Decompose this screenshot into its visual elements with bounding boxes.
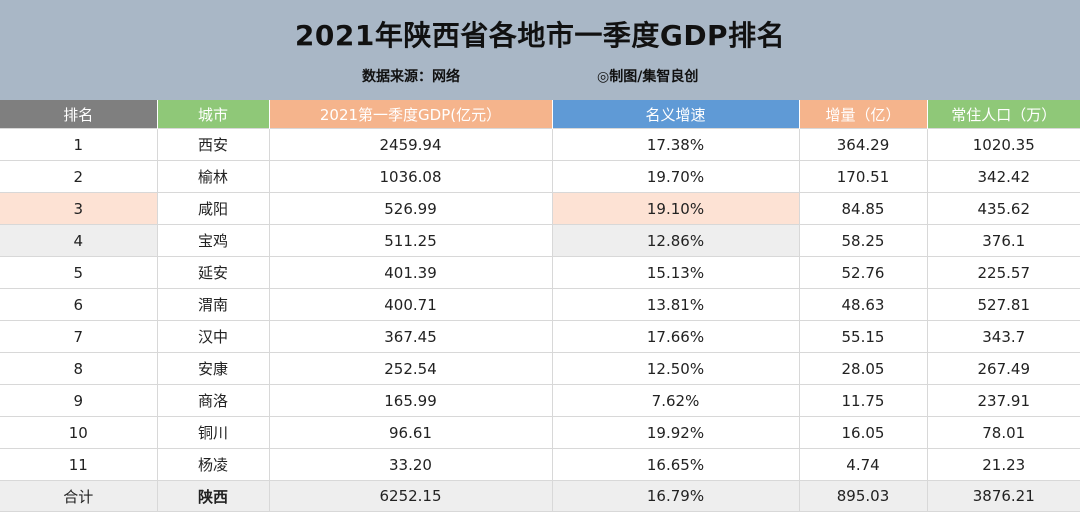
cell-increase: 52.76 <box>799 256 928 289</box>
cell-growth: 12.50% <box>552 352 800 385</box>
table-row: 3 咸阳 526.99 19.10% 84.85 435.62 <box>0 192 1080 225</box>
table-header-row: 排名 城市 2021第一季度GDP(亿元） 名义增速 增量（亿） 常住人口（万） <box>0 100 1080 129</box>
cell-growth: 17.38% <box>552 128 800 161</box>
table-row: 4 宝鸡 511.25 12.86% 58.25 376.1 <box>0 224 1080 257</box>
table-row: 8 安康 252.54 12.50% 28.05 267.49 <box>0 352 1080 385</box>
cell-gdp: 401.39 <box>269 256 553 289</box>
cell-rank: 6 <box>0 288 158 321</box>
gdp-ranking-table: 排名 城市 2021第一季度GDP(亿元） 名义增速 增量（亿） 常住人口（万）… <box>0 100 1080 512</box>
table-row: 7 汉中 367.45 17.66% 55.15 343.7 <box>0 320 1080 353</box>
table-row: 1 西安 2459.94 17.38% 364.29 1020.35 <box>0 128 1080 161</box>
cell-city: 杨凌 <box>157 448 270 481</box>
cell-growth: 13.81% <box>552 288 800 321</box>
cell-population: 1020.35 <box>927 128 1080 161</box>
cell-population: 343.7 <box>927 320 1080 353</box>
cell-city: 延安 <box>157 256 270 289</box>
table-row: 10 铜川 96.61 19.92% 16.05 78.01 <box>0 416 1080 449</box>
cell-increase: 364.29 <box>799 128 928 161</box>
title-banner: 2021年陕西省各地市一季度GDP排名 数据来源：网络 ◎制图/集智良创 <box>0 0 1080 101</box>
cell-city: 咸阳 <box>157 192 270 225</box>
table-row: 2 榆林 1036.08 19.70% 170.51 342.42 <box>0 160 1080 193</box>
cell-population: 21.23 <box>927 448 1080 481</box>
cell-growth: 16.65% <box>552 448 800 481</box>
table-row: 9 商洛 165.99 7.62% 11.75 237.91 <box>0 384 1080 417</box>
cell-rank: 11 <box>0 448 158 481</box>
cell-gdp: 96.61 <box>269 416 553 449</box>
cell-gdp: 367.45 <box>269 320 553 353</box>
cell-growth: 12.86% <box>552 224 800 257</box>
cell-rank: 5 <box>0 256 158 289</box>
cell-growth: 19.92% <box>552 416 800 449</box>
cell-population: 342.42 <box>927 160 1080 193</box>
cell-population: 527.81 <box>927 288 1080 321</box>
cell-increase: 55.15 <box>799 320 928 353</box>
total-region: 陕西 <box>157 480 270 512</box>
cell-gdp: 526.99 <box>269 192 553 225</box>
header-population: 常住人口（万） <box>927 100 1080 129</box>
cell-population: 225.57 <box>927 256 1080 289</box>
cell-growth: 17.66% <box>552 320 800 353</box>
cell-city: 渭南 <box>157 288 270 321</box>
total-increase: 895.03 <box>799 480 928 512</box>
data-source-label: 数据来源：网络 <box>362 69 460 85</box>
header-city: 城市 <box>157 100 270 129</box>
total-population: 3876.21 <box>927 480 1080 512</box>
cell-gdp: 511.25 <box>269 224 553 257</box>
cell-rank: 9 <box>0 384 158 417</box>
cell-increase: 11.75 <box>799 384 928 417</box>
cell-population: 376.1 <box>927 224 1080 257</box>
cell-city: 榆林 <box>157 160 270 193</box>
cell-rank: 7 <box>0 320 158 353</box>
cell-growth: 7.62% <box>552 384 800 417</box>
cell-increase: 48.63 <box>799 288 928 321</box>
cell-increase: 170.51 <box>799 160 928 193</box>
table-row: 6 渭南 400.71 13.81% 48.63 527.81 <box>0 288 1080 321</box>
cell-rank: 4 <box>0 224 158 257</box>
cell-rank: 2 <box>0 160 158 193</box>
cell-increase: 84.85 <box>799 192 928 225</box>
cell-growth: 15.13% <box>552 256 800 289</box>
cell-city: 安康 <box>157 352 270 385</box>
cell-gdp: 165.99 <box>269 384 553 417</box>
cell-increase: 28.05 <box>799 352 928 385</box>
cell-city: 汉中 <box>157 320 270 353</box>
cell-gdp: 252.54 <box>269 352 553 385</box>
cell-increase: 16.05 <box>799 416 928 449</box>
cell-growth: 19.70% <box>552 160 800 193</box>
credit-label: ◎制图/集智良创 <box>597 69 699 85</box>
cell-city: 西安 <box>157 128 270 161</box>
cell-increase: 58.25 <box>799 224 928 257</box>
total-growth: 16.79% <box>552 480 800 512</box>
cell-rank: 3 <box>0 192 158 225</box>
header-growth: 名义增速 <box>552 100 800 129</box>
header-increase: 增量（亿） <box>799 100 928 129</box>
cell-rank: 1 <box>0 128 158 161</box>
cell-gdp: 2459.94 <box>269 128 553 161</box>
cell-gdp: 400.71 <box>269 288 553 321</box>
cell-population: 237.91 <box>927 384 1080 417</box>
cell-gdp: 33.20 <box>269 448 553 481</box>
cell-gdp: 1036.08 <box>269 160 553 193</box>
cell-rank: 10 <box>0 416 158 449</box>
cell-rank: 8 <box>0 352 158 385</box>
header-gdp: 2021第一季度GDP(亿元） <box>269 100 553 129</box>
cell-growth: 19.10% <box>552 192 800 225</box>
cell-population: 267.49 <box>927 352 1080 385</box>
cell-increase: 4.74 <box>799 448 928 481</box>
total-label: 合计 <box>0 480 158 512</box>
total-gdp: 6252.15 <box>269 480 553 512</box>
header-rank: 排名 <box>0 100 158 129</box>
cell-city: 宝鸡 <box>157 224 270 257</box>
total-row: 合计 陕西 6252.15 16.79% 895.03 3876.21 <box>0 480 1080 512</box>
table-row: 5 延安 401.39 15.13% 52.76 225.57 <box>0 256 1080 289</box>
cell-city: 商洛 <box>157 384 270 417</box>
table-row: 11 杨凌 33.20 16.65% 4.74 21.23 <box>0 448 1080 481</box>
cell-population: 78.01 <box>927 416 1080 449</box>
cell-city: 铜川 <box>157 416 270 449</box>
page-title: 2021年陕西省各地市一季度GDP排名 <box>294 19 786 52</box>
cell-population: 435.62 <box>927 192 1080 225</box>
